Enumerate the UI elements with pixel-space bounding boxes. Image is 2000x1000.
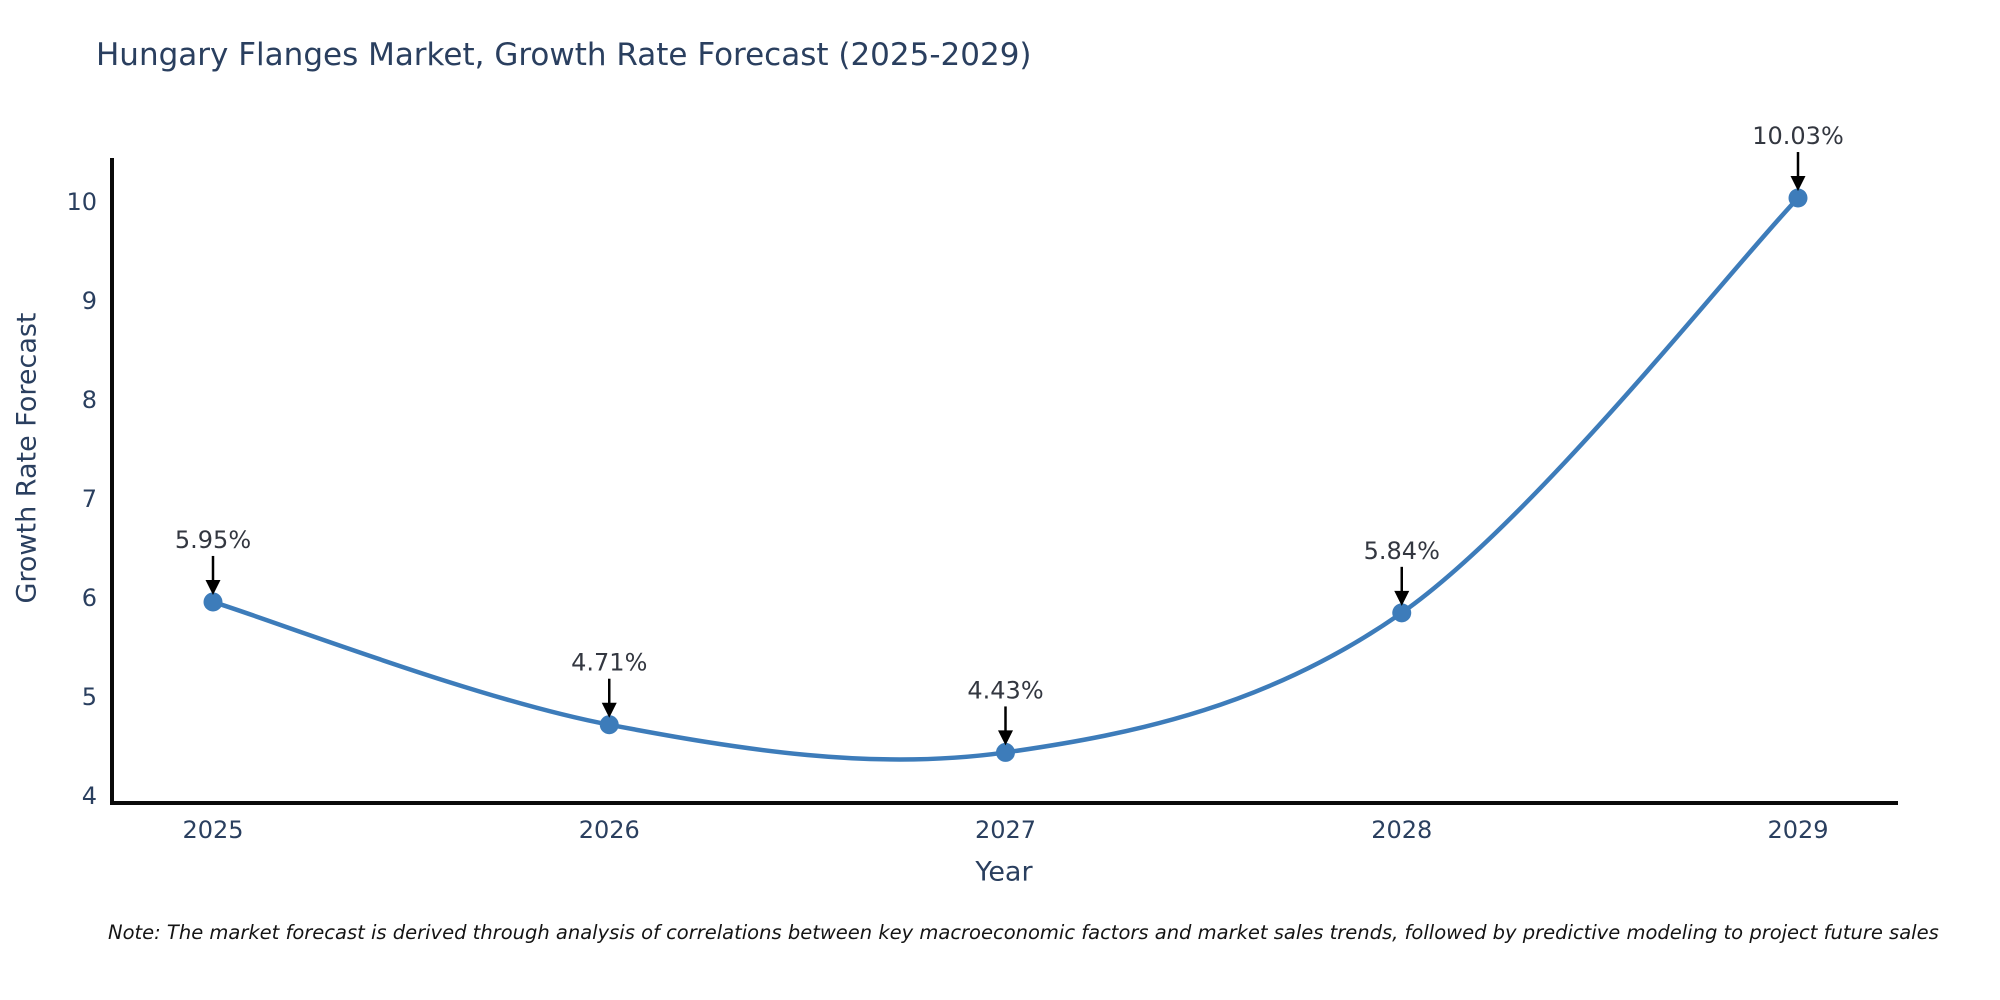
data-point-marker[interactable] xyxy=(1392,603,1412,623)
y-tick-label: 6 xyxy=(82,584,97,612)
annotation-arrowhead-icon xyxy=(998,730,1013,746)
data-point-marker[interactable] xyxy=(203,592,223,612)
annotation-label: 5.95% xyxy=(175,526,251,554)
x-tick-label: 2028 xyxy=(1371,816,1432,844)
y-tick-label: 5 xyxy=(82,683,97,711)
y-tick-label: 10 xyxy=(66,188,97,216)
annotation-arrowhead-icon xyxy=(1394,590,1410,606)
data-point-marker[interactable] xyxy=(996,742,1015,762)
x-tick-label: 2027 xyxy=(975,816,1036,844)
annotation-arrowhead-icon xyxy=(1790,176,1806,192)
y-tick-label: 8 xyxy=(82,386,97,414)
annotation-label: 10.03% xyxy=(1752,122,1844,150)
trend-line xyxy=(210,195,1801,762)
x-tick-label: 2029 xyxy=(1767,816,1828,844)
annotation-arrowhead-icon xyxy=(601,702,617,718)
chart-title: Hungary Flanges Market, Growth Rate Fore… xyxy=(96,37,1032,73)
data-point-marker[interactable] xyxy=(1788,188,1808,208)
annotation-label: 4.71% xyxy=(571,649,647,677)
x-axis-title: Year xyxy=(975,856,1033,888)
annotation-arrowhead-icon xyxy=(205,579,221,595)
data-point-marker[interactable] xyxy=(599,715,619,735)
x-tick-label: 2025 xyxy=(182,816,243,844)
y-tick-label: 7 xyxy=(82,485,97,513)
y-tick-label: 9 xyxy=(82,287,97,315)
annotation-label: 4.43% xyxy=(967,676,1043,704)
x-tick-label: 2026 xyxy=(579,816,640,844)
footnote: Note: The market forecast is derived thr… xyxy=(108,921,1939,944)
annotation-label: 5.84% xyxy=(1364,537,1440,565)
y-tick-label: 4 xyxy=(82,782,97,810)
